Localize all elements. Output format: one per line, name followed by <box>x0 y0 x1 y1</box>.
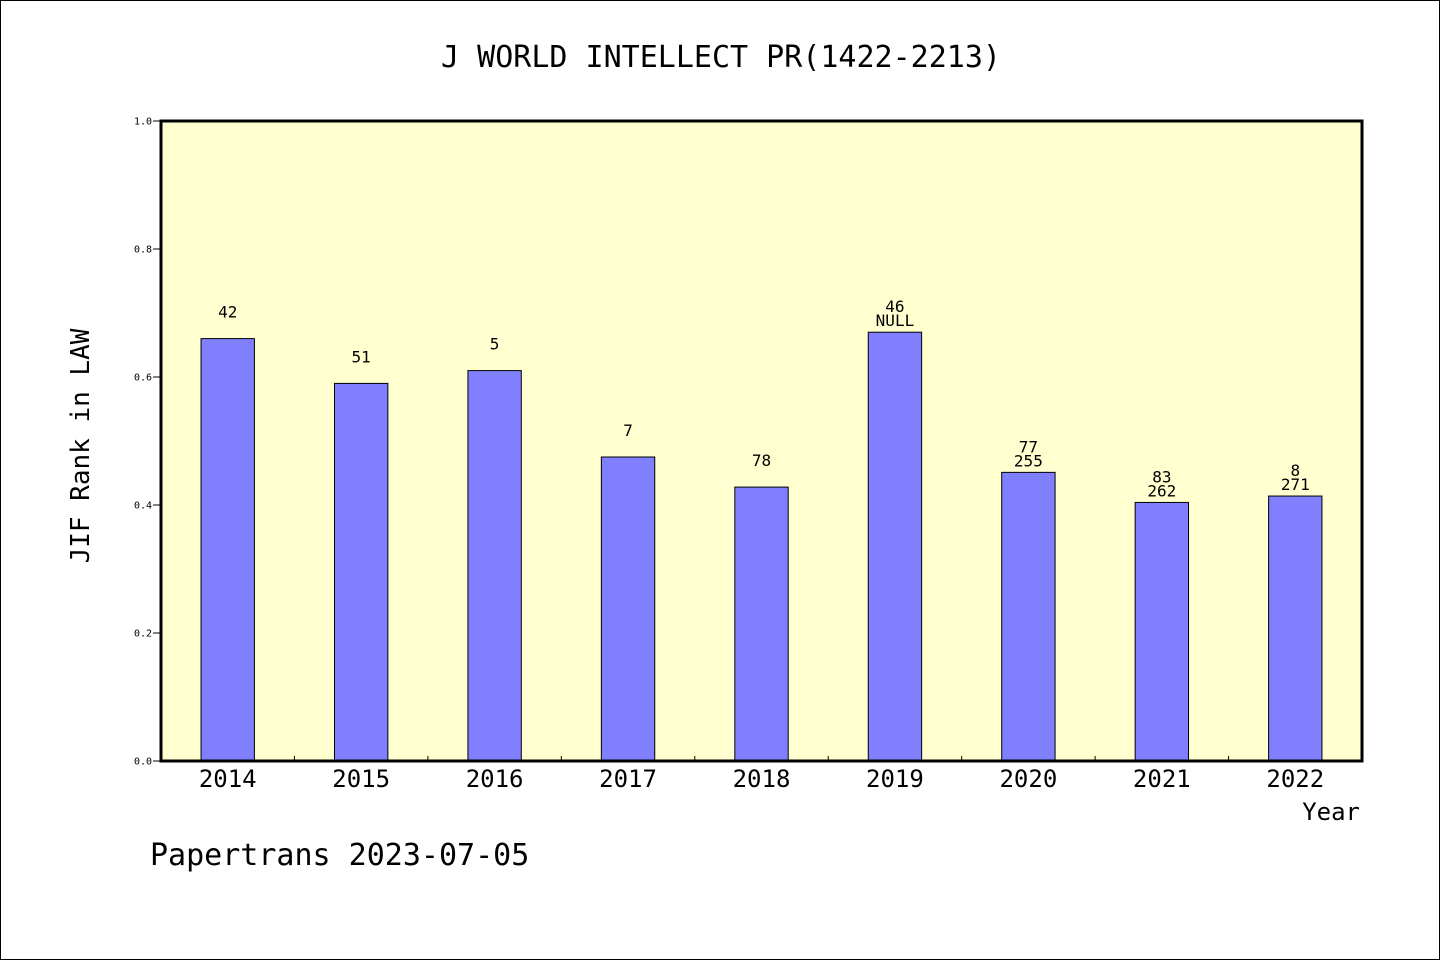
footer-text: Papertrans 2023-07-05 <box>150 838 529 873</box>
x-tick-label: 2016 <box>466 765 524 793</box>
x-tick-label: 2019 <box>866 765 924 793</box>
x-axis: 2014 2015 2016 2017 2018 2019 2020 2021 2022 <box>199 756 1324 793</box>
bar-2022 <box>1268 495 1323 762</box>
bar-sublabel: NULL <box>876 311 915 330</box>
x-axis-label: Year <box>1302 798 1360 826</box>
bar-2014 <box>200 338 255 762</box>
bar-label: 77 <box>1019 437 1038 456</box>
y-axis-label: JIF Rank in LAW <box>66 328 96 563</box>
chart-title: J WORLD INTELLECT PR(1422-2213) <box>441 40 1001 75</box>
x-tick-label: 2014 <box>199 765 257 793</box>
bar-label: 8 <box>1290 461 1300 480</box>
bar-2018 <box>734 486 789 762</box>
bar-2016 <box>467 370 522 762</box>
bar-sublabel: 255 <box>1014 451 1043 470</box>
y-tick-label: 0.8 <box>134 245 152 256</box>
bar-label: 7 <box>623 421 633 440</box>
y-tick-label: 0.4 <box>134 501 152 512</box>
x-tick-label: 2018 <box>733 765 791 793</box>
y-tick-label: 0.6 <box>134 373 152 384</box>
bar-label: 83 <box>1152 467 1171 486</box>
x-tick-label: 2015 <box>332 765 390 793</box>
bar-2019 <box>867 331 923 762</box>
bar-2020 <box>1001 471 1056 762</box>
x-tick-label: 2020 <box>999 765 1057 793</box>
bar-sublabel: 262 <box>1147 481 1176 500</box>
bar-label: 42 <box>218 303 237 322</box>
bar-2015 <box>333 382 389 762</box>
bar-label: 46 <box>885 297 904 316</box>
y-tick-label: 1.0 <box>134 117 152 128</box>
bar-label: 51 <box>352 347 371 366</box>
y-axis: 0.0 0.2 0.4 0.6 0.8 1.0 <box>134 117 161 768</box>
bar-2017 <box>600 456 656 762</box>
bar-sublabel: 271 <box>1281 475 1310 494</box>
bar-label: 78 <box>752 451 771 470</box>
y-tick-label: 0.0 <box>134 757 152 768</box>
x-tick-label: 2022 <box>1266 765 1324 793</box>
plot-border <box>159 119 1364 763</box>
x-tick-label: 2017 <box>599 765 657 793</box>
bar-label: 5 <box>490 335 500 354</box>
x-tick-label: 2021 <box>1133 765 1191 793</box>
bars <box>200 331 1323 762</box>
bar-2021 <box>1134 501 1190 762</box>
y-tick-label: 0.2 <box>134 629 152 640</box>
